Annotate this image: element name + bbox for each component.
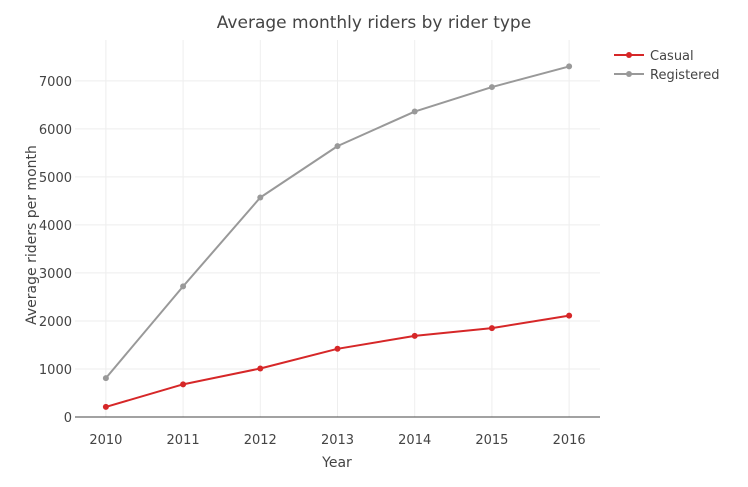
data-point-registered[interactable]	[257, 194, 264, 201]
y-tick-label: 1000	[39, 363, 72, 378]
data-point-casual[interactable]	[488, 325, 495, 332]
legend-label: Registered	[650, 68, 720, 83]
x-tick-label: 2016	[553, 433, 586, 448]
data-point-casual[interactable]	[411, 332, 418, 339]
legend-item-registered[interactable]: Registered	[614, 68, 720, 83]
x-tick-label: 2014	[398, 433, 431, 448]
data-point-registered[interactable]	[488, 84, 495, 91]
data-point-casual[interactable]	[334, 345, 341, 352]
legend[interactable]: Casual Registered	[614, 49, 720, 83]
data-point-casual[interactable]	[180, 381, 187, 388]
grid-layer	[75, 40, 600, 417]
data-point-casual[interactable]	[102, 403, 109, 410]
data-point-casual[interactable]	[257, 365, 264, 372]
legend-swatch-marker	[626, 71, 632, 77]
data-point-registered[interactable]	[411, 108, 418, 115]
legend-swatch-marker	[626, 52, 632, 58]
axis-layer: 2010 2011 2012 2013 2014 2015 2016 0 1000 2000 300…	[39, 75, 600, 448]
x-tick-label: 2015	[475, 433, 508, 448]
legend-item-casual[interactable]: Casual	[614, 49, 694, 64]
x-tick-label: 2013	[321, 433, 354, 448]
y-tick-label: 6000	[39, 123, 72, 138]
data-point-registered[interactable]	[334, 143, 341, 150]
y-tick-label: 2000	[39, 315, 72, 330]
data-point-casual[interactable]	[566, 312, 573, 319]
data-point-registered[interactable]	[102, 375, 109, 382]
data-point-registered[interactable]	[180, 283, 187, 290]
y-tick-label: 4000	[39, 219, 72, 234]
series-layer	[102, 63, 573, 410]
y-tick-label: 5000	[39, 171, 72, 186]
x-axis-title: Year	[321, 455, 352, 471]
y-tick-label: 7000	[39, 75, 72, 90]
x-tick-label: 2010	[89, 433, 122, 448]
legend-label: Casual	[650, 49, 694, 64]
y-tick-label: 0	[64, 411, 72, 426]
y-axis-title: Average riders per month	[24, 145, 40, 325]
y-tick-label: 3000	[39, 267, 72, 282]
x-tick-label: 2011	[167, 433, 200, 448]
chart-title: Average monthly riders by rider type	[217, 13, 531, 33]
data-point-registered[interactable]	[566, 63, 573, 70]
x-tick-label: 2012	[244, 433, 277, 448]
